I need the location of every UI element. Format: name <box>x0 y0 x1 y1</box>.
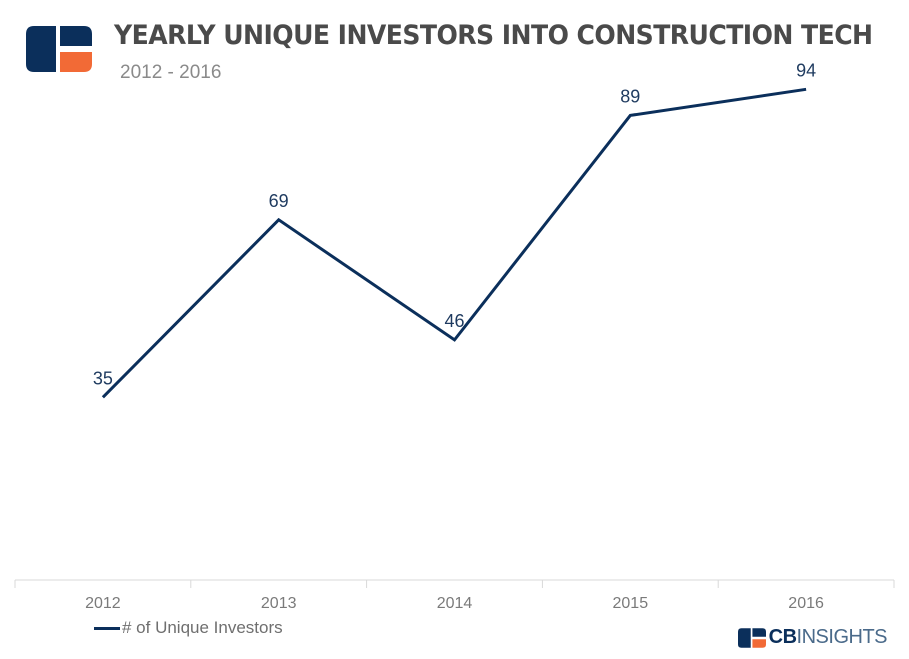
cb-insights-logo-icon <box>26 26 92 72</box>
x-tick-label: 2014 <box>437 595 473 612</box>
data-label: 46 <box>444 311 464 331</box>
chart-title: YEARLY UNIQUE INVESTORS INTO CONSTRUCTIO… <box>114 20 873 51</box>
x-tick-label: 2012 <box>85 595 121 612</box>
data-label: 69 <box>269 191 289 211</box>
x-axis <box>14 579 895 588</box>
legend: # of Unique Investors <box>94 618 283 638</box>
cb-insights-brand: CBINSIGHTS <box>737 626 888 649</box>
legend-label: # of Unique Investors <box>122 618 283 637</box>
cb-insights-brand-icon <box>737 627 766 648</box>
data-label: 89 <box>620 86 640 106</box>
data-label: 35 <box>93 368 113 388</box>
series-line-group <box>101 87 807 399</box>
brand-text-cb: CB <box>768 626 797 648</box>
data-labels: 35 69 46 89 94 <box>93 60 816 388</box>
brand-text-insights: INSIGHTS <box>796 626 888 648</box>
data-label: 94 <box>796 60 816 80</box>
x-tick-label: 2016 <box>788 595 824 612</box>
x-tick-label: 2015 <box>613 595 649 612</box>
x-tick-label: 2013 <box>261 595 297 612</box>
legend-swatch <box>94 626 120 630</box>
chart-subtitle: 2012 - 2016 <box>120 62 222 83</box>
x-tick-labels: 2012 2013 2014 2015 2016 <box>85 595 824 612</box>
series-line <box>101 87 807 399</box>
